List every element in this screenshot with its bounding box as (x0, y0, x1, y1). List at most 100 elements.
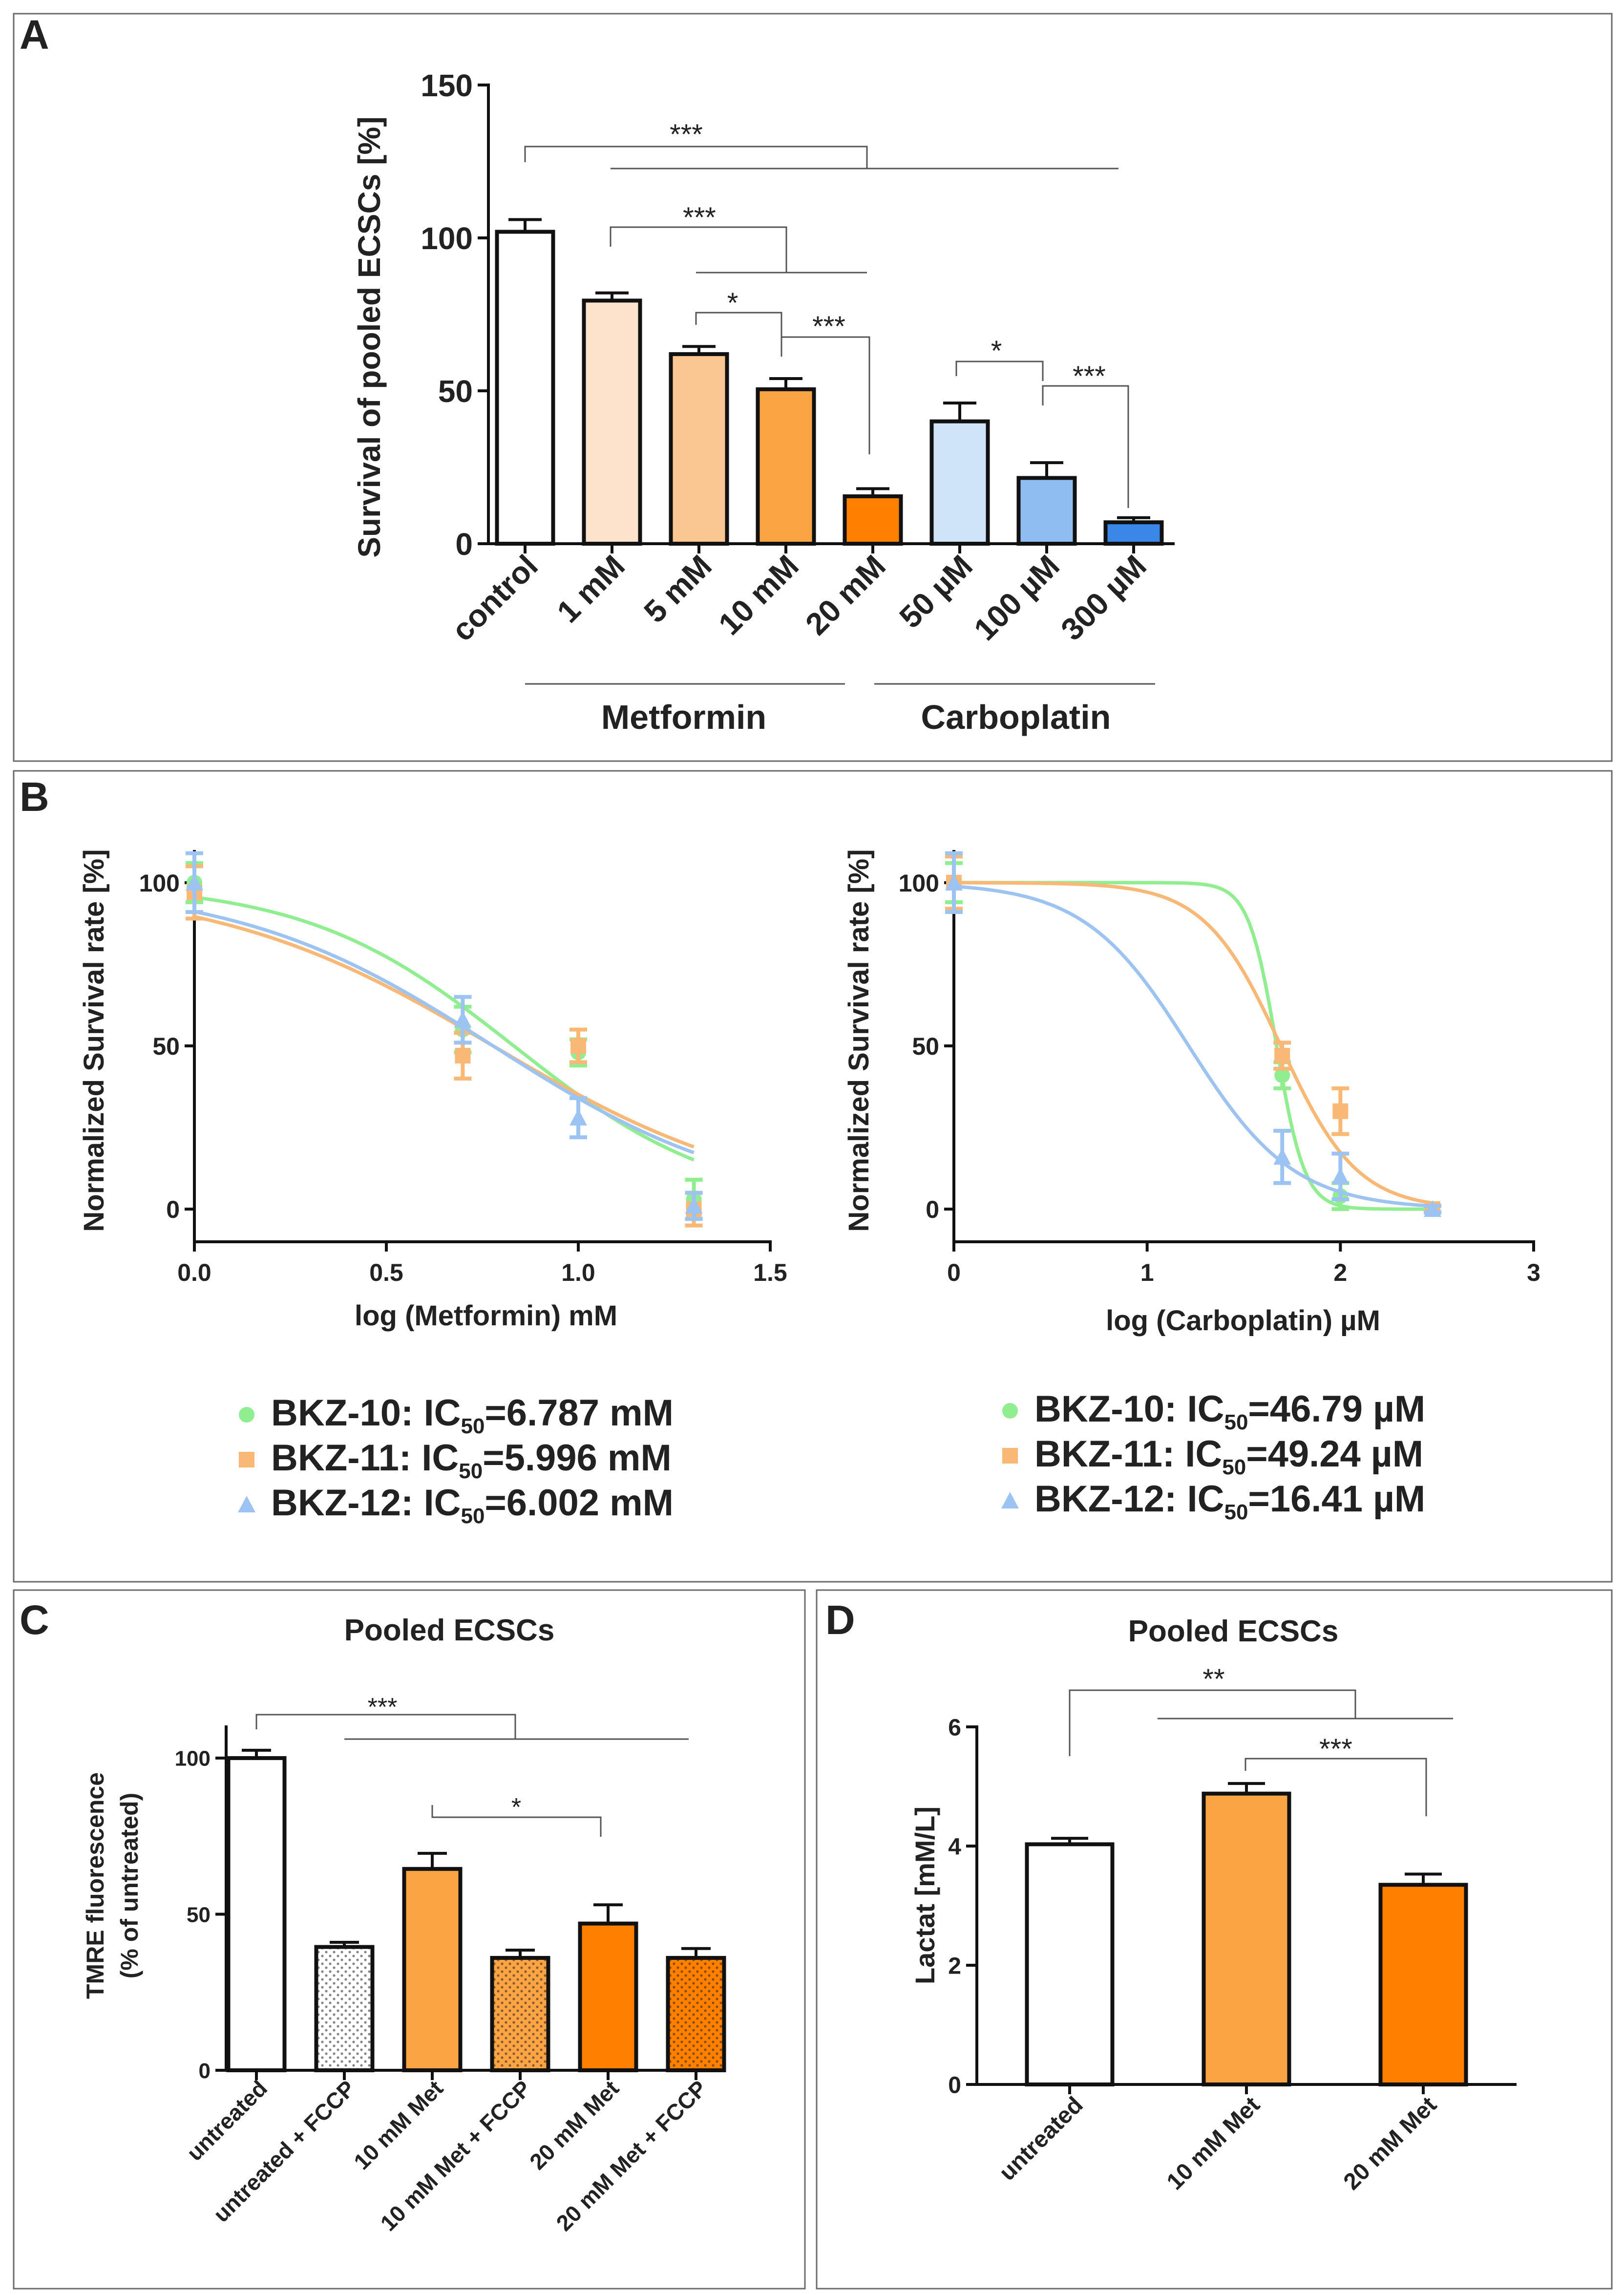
chart-c-x-tick-label: 20 mM Met + FCCP (551, 2075, 712, 2236)
chart-a-x-tick-label: 10 mM (712, 548, 805, 642)
chart-b-left-legend-point (239, 1452, 254, 1467)
chart-b-right-legend-label: BKZ-12: IC50=16.41 µM (1034, 1478, 1425, 1524)
chart-a-error-bar (856, 487, 889, 496)
chart-c-bar (226, 1756, 287, 2073)
sig-bracket-10mm-20mm (780, 336, 870, 454)
chart-b-left-fit-curve-bkz-11 (194, 915, 695, 1148)
chart-a-error-bar (508, 218, 542, 232)
chart-a-y-tick-label: 100 (421, 221, 473, 256)
sig-label: *** (1319, 1733, 1352, 1765)
chart-b-left-legend-subscript: 50 (461, 1504, 485, 1528)
group-label-carboplatin: Carboplatin (921, 698, 1111, 736)
sig-label: * (991, 335, 1002, 367)
chart-a-error-bar (1117, 516, 1150, 523)
chart-c-ylabel-line1: TMRE fluorescence (82, 1772, 109, 1999)
chart-a-x-tick-label: control (445, 548, 545, 648)
chart-c-error-bar (418, 1851, 447, 1869)
chart-a-x-tick-label: 100 µM (967, 548, 1066, 647)
chart-b-right-legend-name: BKZ-12: IC (1034, 1478, 1224, 1520)
chart-b-left-y-tick-label: 50 (152, 1033, 180, 1060)
chart-c-y-tick-label: 100 (175, 1747, 211, 1771)
chart-d-error-bar (1228, 1782, 1265, 1794)
sig-bracket-untreated-vs-met (1069, 1689, 1356, 1756)
chart-a-y-tick-label: 50 (438, 374, 473, 409)
chart-a-error-bar (943, 402, 976, 422)
chart-d-x-tick-label: 10 mM Met (1162, 2092, 1265, 2195)
chart-a-ylabel: Survival of pooled ECSCs [%] (352, 116, 387, 557)
sig-label: *** (812, 311, 845, 342)
sig-label: *** (1073, 361, 1106, 392)
chart-d-y-tick-label: 6 (948, 1715, 961, 1741)
chart-b-left-legend-name: BKZ-12: IC (271, 1482, 461, 1524)
chart-b-right-x-tick-label: 3 (1527, 1259, 1540, 1286)
chart-b-right-ylabel: Normalized Survival rate [%] (843, 849, 875, 1232)
chart-d-error-bar (1051, 1837, 1088, 1845)
chart-c-brackets: *** * (255, 1693, 689, 1837)
chart-b-left-x-tick-label: 1.5 (753, 1259, 787, 1286)
sig-bracket-10-vs-20 (1244, 1758, 1427, 1816)
chart-b-left-point (685, 1197, 703, 1214)
chart-a-bar (669, 352, 729, 546)
chart-b-left-y-tick-label: 100 (139, 870, 180, 897)
sig-label: ** (1202, 1663, 1224, 1695)
chart-c-error-bar (330, 1940, 359, 1947)
chart-b-right-legend-label: BKZ-11: IC50=49.24 µM (1034, 1433, 1423, 1479)
chart-b-right-legend-value: =16.41 µM (1248, 1478, 1425, 1520)
chart-a-x-tick-label: 300 µM (1054, 548, 1153, 647)
chart-b-left-plot: 0 50 100 0.0 0.5 1.0 1.5 (139, 850, 787, 1286)
chart-b-right-legend-name: BKZ-11: IC (1034, 1433, 1222, 1475)
chart-b-right-y-tick-label: 50 (912, 1033, 939, 1060)
panel-letter-c: C (20, 1597, 49, 1643)
chart-b-left-point (455, 1048, 471, 1064)
chart-c-error-bar (593, 1903, 623, 1924)
chart-c-x-tick-label: untreated (182, 2075, 272, 2166)
chart-b-left-legend-name: BKZ-11: IC (271, 1437, 459, 1479)
sig-bracket-control-vs-all (524, 146, 868, 162)
chart-a-x-tick-label: 50 µM (892, 548, 979, 635)
chart-b-left-fit-curve-bkz-12 (194, 910, 695, 1154)
chart-b-right-point (1331, 1168, 1350, 1185)
chart-c-bar (578, 1921, 638, 2072)
chart-b-right-legend-value: =49.24 µM (1246, 1433, 1423, 1475)
chart-b-left-legend-name: BKZ-10: IC (271, 1392, 461, 1434)
chart-c-bar-pattern (494, 1959, 547, 2068)
sig-bracket-untreated-vs-all (255, 1714, 516, 1739)
chart-b-left-legend-subscript: 50 (461, 1414, 485, 1438)
chart-b-right-x-tick-label: 0 (947, 1259, 961, 1286)
chart-a-error-bar (769, 377, 802, 389)
sig-label: *** (368, 1693, 398, 1721)
chart-d-ylabel: Lactat [mM/L] (909, 1806, 940, 1984)
chart-a-x-tick-label: 20 mM (799, 548, 892, 642)
chart-b-right-point (1332, 1103, 1349, 1119)
chart-b-left-point (186, 873, 203, 891)
chart-c-error-bar (242, 1748, 271, 1758)
chart-d-error-bar (1405, 1872, 1442, 1885)
chart-b-left-legend-label: BKZ-11: IC50=5.996 mM (271, 1437, 672, 1483)
chart-d-y-tick-label: 0 (948, 2072, 961, 2098)
chart-d-brackets: ** *** (1069, 1663, 1453, 1816)
chart-c-y-tick-label: 50 (187, 1903, 211, 1927)
sig-bracket-50-100 (955, 361, 1044, 381)
chart-b-left-legend-subscript: 50 (459, 1459, 483, 1483)
panel-b-frame (13, 770, 1613, 1583)
sig-label: *** (683, 202, 716, 234)
sig-label: * (727, 287, 738, 319)
panel-d-frame (816, 1589, 1613, 2290)
chart-b-left-legend-value: =6.002 mM (485, 1482, 674, 1524)
chart-b-left-x-tick-label: 1.0 (561, 1259, 595, 1286)
chart-d-bar (1202, 1791, 1291, 2086)
chart-d-x-tick-label: 20 mM Met (1339, 2092, 1442, 2195)
chart-c-bar-pattern (318, 1949, 371, 2068)
panel-c-frame (13, 1589, 806, 2290)
chart-b-right-plot: 0 50 100 0 1 2 3 (899, 850, 1540, 1286)
sig-bracket-1mm (610, 226, 787, 273)
chart-b-left-legend-label: BKZ-12: IC50=6.002 mM (271, 1482, 674, 1528)
chart-a-x-tick-label: 1 mM (550, 548, 632, 630)
chart-b-right-legend-subscript: 50 (1222, 1455, 1246, 1479)
chart-b-right-legend-label: BKZ-10: IC50=46.79 µM (1034, 1388, 1425, 1434)
chart-b-right-legend-point (1002, 1448, 1018, 1464)
panel-a-frame (13, 13, 1613, 762)
